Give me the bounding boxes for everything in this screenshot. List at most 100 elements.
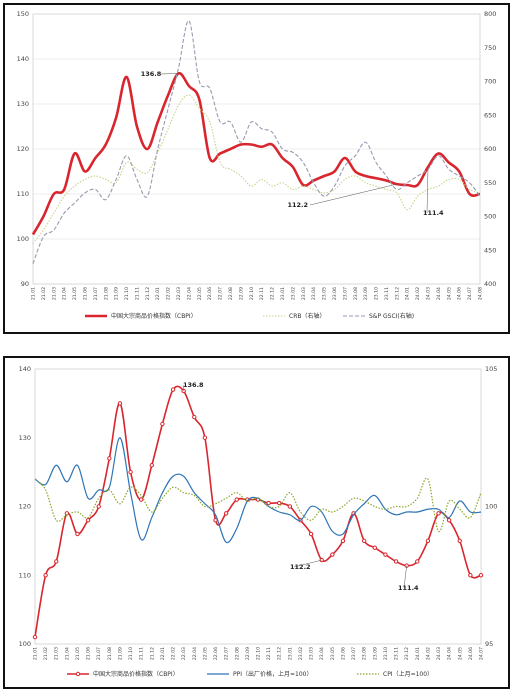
x-tick: 23.10	[383, 647, 389, 660]
y-right-tick: 450	[484, 246, 496, 254]
x-tick: 21.10	[124, 287, 130, 300]
x-tick: 21.05	[75, 647, 81, 660]
y-left-tick: 100	[17, 235, 29, 243]
data-point-cbpi	[361, 538, 367, 544]
x-tick: 24.04	[447, 647, 453, 660]
series-line-cpi	[34, 477, 482, 532]
x-tick: 22.02	[171, 647, 177, 660]
data-point-cbpi	[160, 421, 165, 427]
annotation-leader	[403, 565, 407, 589]
x-tick: 24.02	[415, 287, 421, 300]
series-line-crb	[32, 94, 481, 244]
y-right-tick: 400	[484, 280, 496, 288]
y-right-tick: 750	[484, 44, 496, 52]
data-point-cbpi	[43, 573, 48, 578]
data-point-cbpi	[117, 401, 123, 406]
x-tick: 21.06	[86, 647, 92, 660]
y-right-tick: 500	[484, 213, 496, 221]
x-tick: 23.11	[394, 647, 400, 660]
x-tick: 22.09	[245, 647, 251, 660]
x-tick: 21.12	[145, 287, 151, 300]
x-tick: 24.02	[425, 647, 431, 660]
x-tick: 23.06	[340, 647, 346, 660]
x-tick: 21.07	[96, 647, 102, 660]
x-tick: 22.04	[186, 287, 192, 300]
y-left-tick: 140	[17, 55, 29, 63]
x-tick: 22.11	[266, 647, 272, 660]
x-tick: 24.05	[446, 287, 452, 300]
x-tick: 22.02	[166, 287, 172, 300]
data-point-cbpi	[75, 531, 80, 537]
annotation-label: 111.4	[423, 209, 444, 217]
x-tick: 24.03	[436, 647, 442, 660]
x-tick: 22.05	[202, 647, 208, 660]
x-tick: 23.08	[362, 647, 368, 660]
x-tick: 21.02	[43, 647, 49, 660]
x-tick: 23.07	[351, 647, 357, 660]
annotation-leader	[309, 183, 397, 206]
x-tick: 24.07	[479, 647, 485, 660]
data-point-cbpi	[340, 538, 346, 544]
x-tick: 23.04	[319, 647, 325, 660]
x-tick: 23.11	[384, 287, 390, 300]
data-point-cbpi	[223, 511, 229, 516]
annotation-label: 136.8	[141, 70, 162, 78]
data-point-cbpi	[478, 573, 484, 578]
x-tick: 21.06	[82, 287, 88, 300]
data-point-cbpi	[277, 500, 282, 506]
x-tick: 22.10	[249, 287, 255, 300]
x-tick: 23.06	[332, 287, 338, 300]
y-left-tick: 150	[17, 10, 29, 18]
x-tick: 21.11	[134, 287, 140, 300]
data-point-cbpi	[468, 573, 473, 578]
x-tick: 21.01	[33, 647, 39, 660]
y-right-tick: 550	[484, 179, 496, 187]
legend-label-cpi: CPI（上月=100）	[383, 670, 433, 678]
x-tick: 24.07	[467, 287, 473, 300]
x-tick: 23.12	[394, 287, 400, 300]
data-point-cbpi	[202, 435, 208, 440]
annotation-label: 112.2	[290, 563, 311, 571]
x-tick: 23.01	[287, 647, 293, 660]
x-tick: 23.08	[353, 287, 359, 300]
data-point-cbpi	[128, 469, 133, 475]
data-point-cbpi	[266, 500, 271, 506]
legend-label-crb: CRB（右轴）	[289, 312, 325, 320]
x-tick: 23.02	[290, 287, 296, 300]
series-line-ppi	[34, 437, 482, 544]
y-right-tick: 650	[484, 111, 496, 119]
x-tick: 21.03	[54, 647, 60, 660]
data-point-cbpi	[308, 531, 314, 537]
x-tick: 21.04	[62, 287, 68, 300]
data-point-cbpi	[170, 387, 176, 392]
x-tick: 21.08	[107, 647, 113, 660]
annotation-leader	[182, 384, 184, 392]
annotation-leader	[293, 559, 322, 568]
x-tick: 23.09	[372, 647, 378, 660]
x-tick: 22.07	[224, 647, 230, 660]
x-tick: 24.01	[405, 287, 411, 300]
series-line-cbpi	[31, 72, 481, 236]
data-point-cbpi	[393, 559, 399, 564]
x-tick: 22.07	[218, 287, 224, 300]
x-tick: 22.08	[228, 287, 234, 300]
chart-panel-2: 100 110 120 130 140 95 100 105 21.01 21.02 21.03 21…	[3, 356, 510, 689]
y-left-tick: 110	[19, 571, 31, 579]
x-tick: 21.10	[128, 647, 134, 660]
chart-panel-1: 90 100 110 120 130 140 150 400 450 500 550 600 650 70…	[3, 3, 510, 334]
chart-1: 90 100 110 120 130 140 150 400 450 500 550 600 650 70…	[17, 10, 497, 320]
plot-frame	[34, 368, 482, 645]
x-tick: 21.12	[149, 647, 155, 660]
x-tick: 22.03	[181, 647, 187, 660]
x-tick: 21.01	[31, 287, 37, 300]
data-point-cbpi	[287, 504, 293, 509]
data-point-cbpi	[457, 538, 462, 544]
x-tick: 23.01	[280, 287, 286, 300]
legend-label-ppi: PPI（出厂价格，上月=100）	[233, 670, 313, 678]
y-right-tick: 700	[484, 78, 496, 86]
x-tick: 22.12	[270, 287, 276, 300]
data-point-cbpi	[446, 518, 452, 523]
data-point-cbpi	[330, 552, 335, 557]
x-tick: 21.05	[72, 287, 78, 300]
y-left-tick: 110	[17, 190, 29, 198]
